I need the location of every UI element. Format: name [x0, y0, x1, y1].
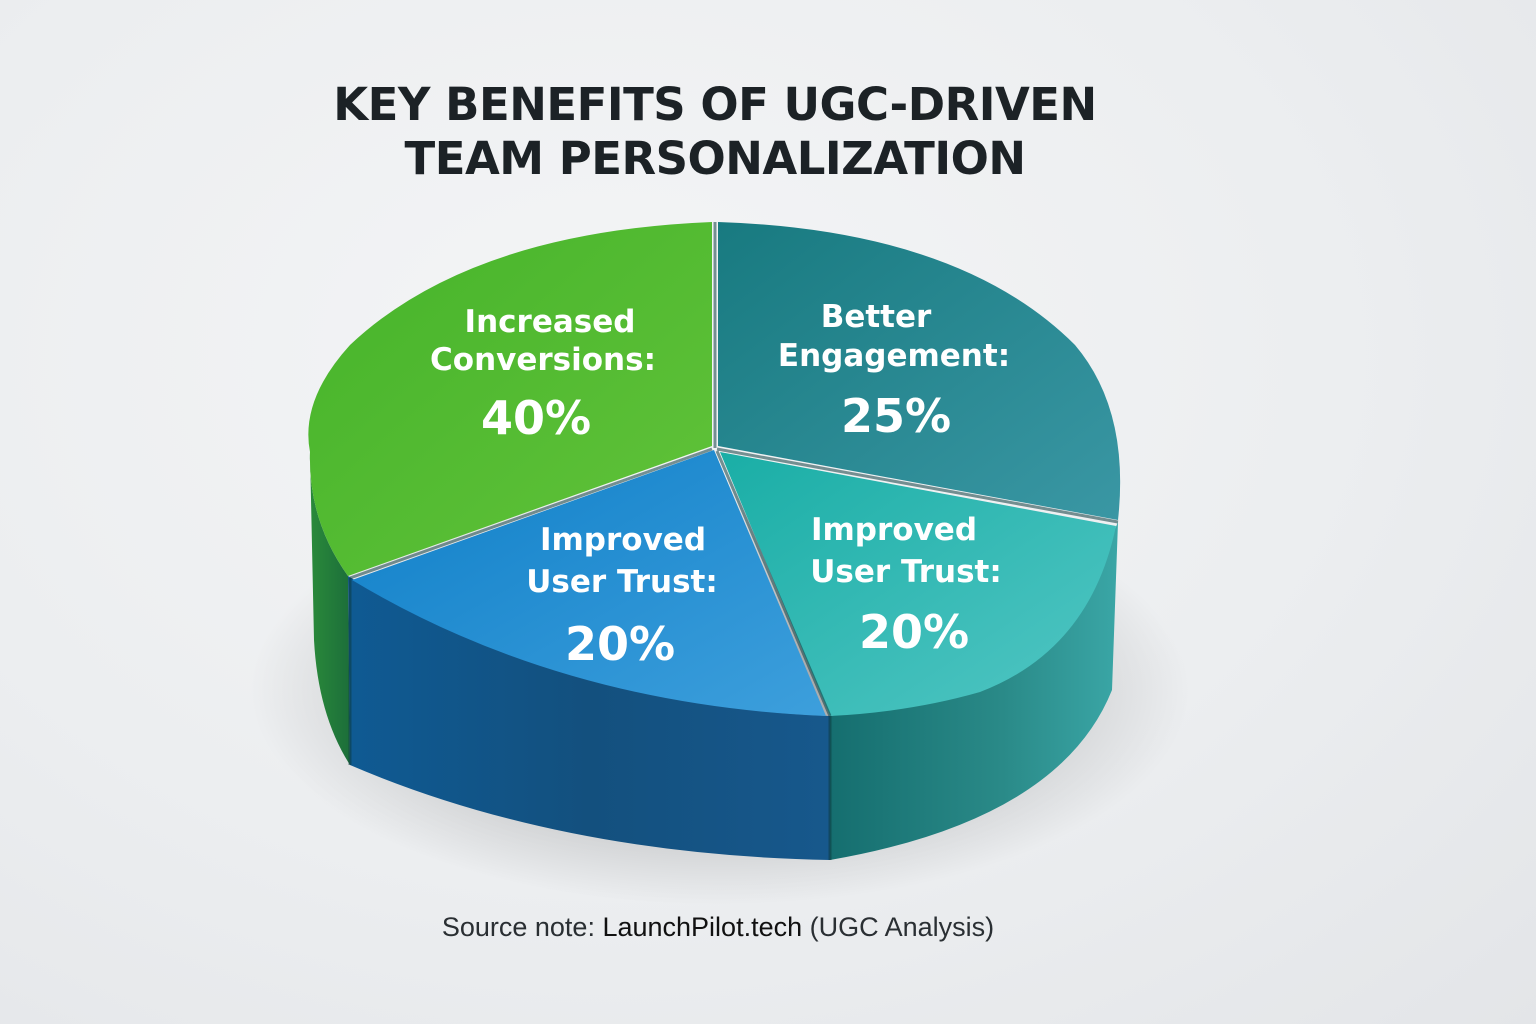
slice-light-teal[interactable] [720, 452, 1116, 716]
label-percentage: 20% [565, 617, 675, 671]
chart-title-line-2: TEAM PERSONALIZATION [404, 132, 1026, 185]
label-percentage: 25% [841, 389, 951, 443]
label-improved-user-trust-teal: Improved User Trust: 20% [810, 512, 1002, 659]
slice-seams [348, 222, 1119, 860]
slice-dark-teal[interactable] [718, 222, 1121, 520]
source-note: Source note: LaunchPilot.tech (UGC Analy… [0, 912, 1436, 943]
label-name-line-1: Better [821, 299, 932, 335]
label-name-line-1: Improved [540, 522, 706, 558]
chart-title-line-1: KEY BENEFITS OF UGC-DRIVEN [333, 78, 1097, 131]
label-percentage: 40% [481, 391, 591, 445]
slice-green[interactable] [308, 222, 712, 576]
source-suffix: (UGC Analysis) [809, 912, 995, 942]
source-prefix: Source note: [441, 912, 595, 942]
slice-side-blue [348, 576, 830, 860]
label-name-line-1: Increased [465, 304, 636, 340]
chart-title: KEY BENEFITS OF UGC-DRIVEN TEAM PERSONAL… [300, 78, 1130, 186]
label-better-engagement: Better Engagement: 25% [778, 299, 1010, 443]
label-name-line-2: User Trust: [810, 554, 1002, 590]
label-increased-conversions: Increased Conversions: 40% [430, 304, 656, 445]
label-improved-user-trust-blue: Improved User Trust: 20% [526, 522, 718, 671]
label-name-line-2: User Trust: [526, 564, 718, 600]
label-name-line-2: Conversions: [430, 342, 656, 378]
source-brand-link: LaunchPilot.tech [602, 912, 803, 942]
label-name-line-2: Engagement: [778, 338, 1010, 374]
slice-blue[interactable] [352, 450, 826, 716]
label-name-line-1: Improved [811, 512, 977, 548]
label-percentage: 20% [859, 605, 969, 659]
slice-side-green [309, 452, 350, 765]
